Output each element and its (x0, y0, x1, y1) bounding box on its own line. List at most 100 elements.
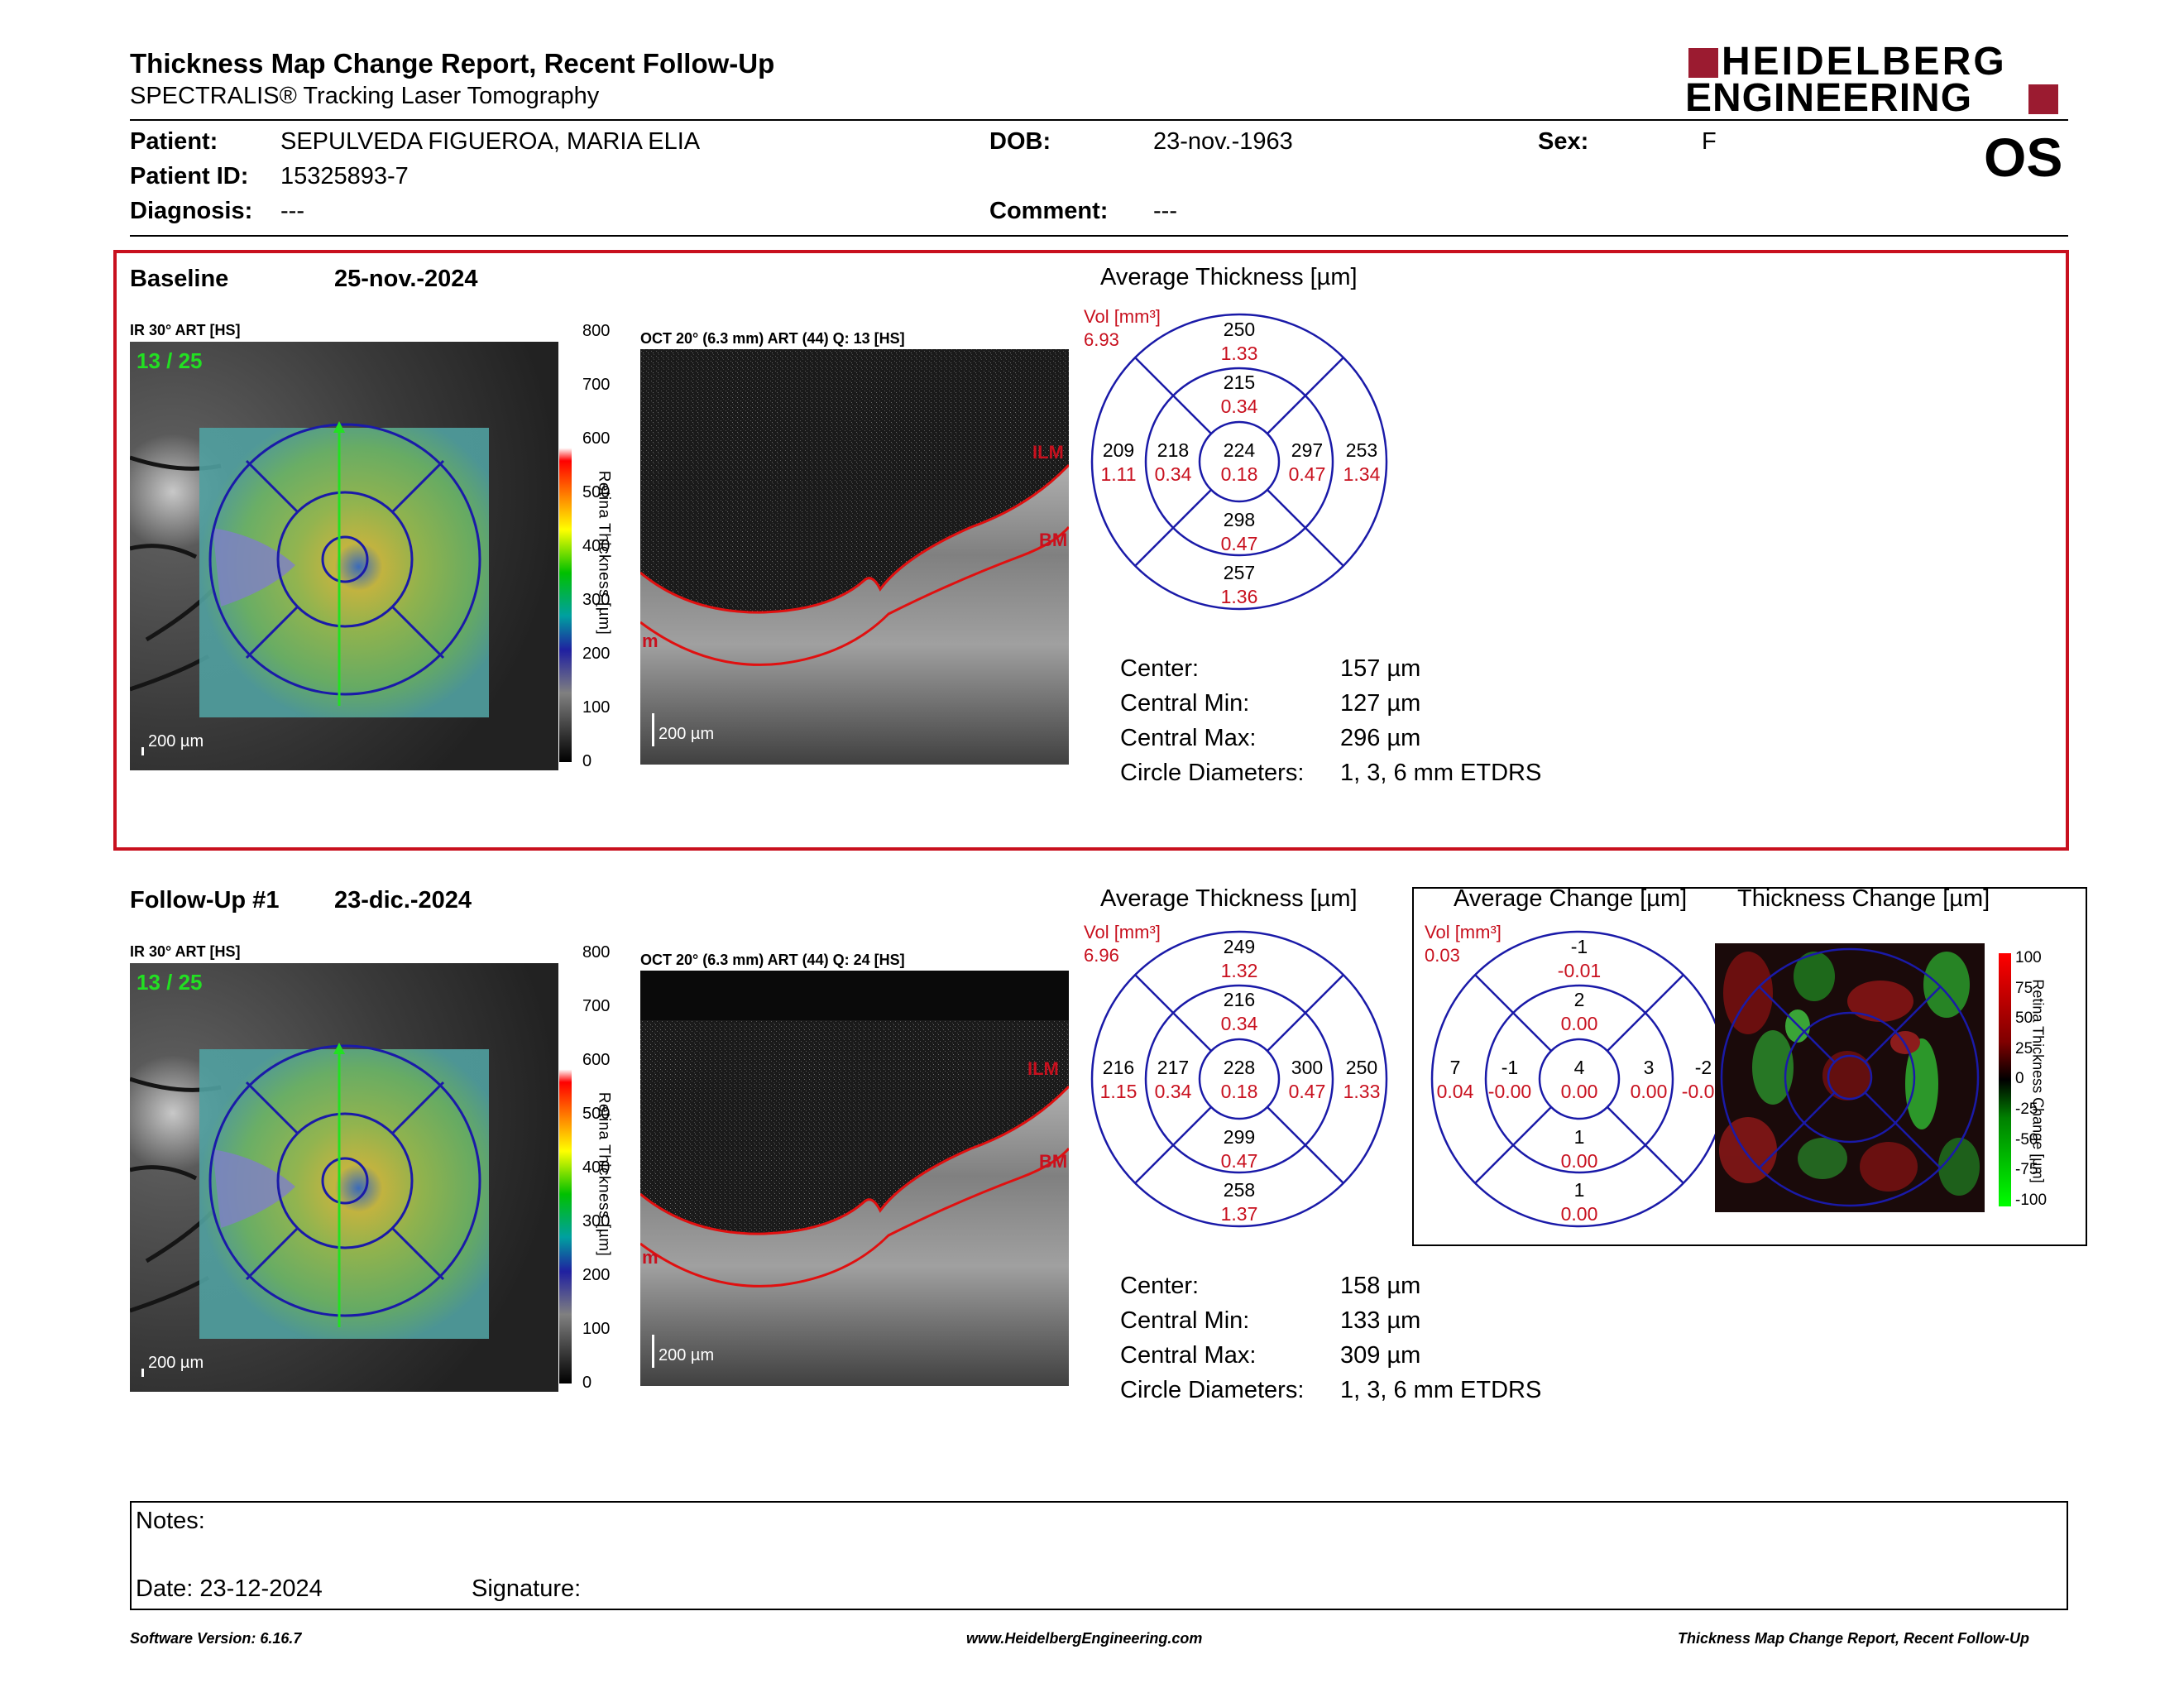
tc-tick: 75 (2015, 979, 2033, 997)
followup-etdrs-grid: 249 1.32 216 0.34 216 1.15 217 0.34 228 0.18 … (1090, 930, 1388, 1228)
sector-volume-change: 0.00 (1560, 1013, 1598, 1034)
sex-value: F (1702, 128, 1717, 155)
logo-line-2: ENGINEERING (1685, 76, 1973, 120)
followup-cb-tick: 100 (582, 1320, 611, 1338)
baseline-bm-label: BM (1039, 530, 1068, 550)
followup-oct-label: OCT 20° (6.3 mm) ART (44) Q: 24 [HS] (640, 952, 905, 968)
followup-inner-nasal: 300 0.47 (1289, 1056, 1326, 1104)
baseline-inner-superior: 215 0.34 (1221, 371, 1258, 419)
baseline-outer-superior: 250 1.33 (1221, 318, 1258, 366)
sector-change: 3 (1643, 1057, 1655, 1078)
sector-thickness: 224 (1223, 439, 1256, 461)
sector-volume: 1.32 (1220, 960, 1258, 981)
sector-change: -1 (1570, 936, 1588, 957)
sector-volume: 1.33 (1220, 343, 1258, 364)
baseline-cb-tick: 100 (582, 698, 611, 717)
header-divider (130, 119, 2068, 121)
tc-tick: 0 (2015, 1070, 2024, 1088)
sector-volume: 0.18 (1220, 463, 1258, 485)
change-title: Average Change [µm] (1454, 885, 1688, 912)
baseline-cb-tick: 200 (582, 645, 611, 663)
sector-change: 2 (1573, 989, 1585, 1010)
thickness-change-title: Thickness Change [µm] (1737, 885, 1990, 912)
baseline-ir-scale: 200 µm (148, 732, 204, 750)
change-etdrs-grid: -1 -0.01 2 0.00 7 0.04 -1 -0.00 4 0.00 3 0.00 … (1430, 930, 1728, 1228)
baseline-stats-labels: Center: Central Min: Central Max: Circle… (1120, 651, 1304, 790)
comment-value: --- (1153, 198, 1177, 224)
baseline-frame-counter: 13 / 25 (136, 348, 203, 373)
baseline-ilm-label: ILM (1032, 442, 1064, 463)
patient-id-label: Patient ID: (130, 163, 249, 189)
sector-thickness: 257 (1223, 562, 1256, 583)
baseline-inner-temporal: 218 0.34 (1155, 439, 1192, 487)
change-outer-temporal: 7 0.04 (1437, 1056, 1474, 1104)
followup-oct-scale: 200 µm (659, 1346, 715, 1364)
sector-volume-change: -0.00 (1487, 1081, 1532, 1102)
followup-cb-tick: 300 (582, 1212, 611, 1230)
followup-vol-total: 6.96 (1084, 945, 1119, 966)
followup-label: Follow-Up #1 (130, 887, 280, 914)
sector-volume: 0.34 (1154, 463, 1192, 485)
followup-ilm-label: ILM (1027, 1058, 1059, 1079)
sector-thickness: 228 (1223, 1057, 1256, 1078)
baseline-center: 224 0.18 (1221, 439, 1258, 487)
baseline-oct-label: OCT 20° (6.3 mm) ART (44) Q: 13 [HS] (640, 330, 905, 347)
followup-inner-inferior: 299 0.47 (1221, 1125, 1258, 1173)
stat-value: 157 µm (1340, 655, 1421, 682)
logo-square-top (1688, 48, 1718, 78)
baseline-colorbar-label: Retina Thickness [µm] (595, 470, 613, 635)
sector-change: -2 (1694, 1057, 1712, 1078)
sector-thickness: 298 (1223, 509, 1256, 530)
thickness-change-colorbar (1999, 953, 2011, 1206)
followup-ir-label: IR 30° ART [HS] (130, 943, 241, 960)
baseline-cb-tick: 500 (582, 483, 611, 501)
notes-box[interactable] (130, 1501, 2068, 1610)
sector-change: 7 (1449, 1057, 1461, 1078)
baseline-colorbar (559, 332, 572, 762)
sector-thickness: 217 (1157, 1057, 1190, 1078)
followup-outer-temporal: 216 1.15 (1100, 1056, 1138, 1104)
diagnosis-value: --- (280, 198, 304, 224)
baseline-label: Baseline (130, 266, 229, 292)
followup-center: 228 0.18 (1221, 1056, 1258, 1104)
patient-divider (130, 235, 2068, 237)
change-inner-temporal: -1 -0.00 (1488, 1056, 1531, 1104)
sector-volume: 0.34 (1220, 396, 1258, 417)
footer-website[interactable]: www.HeidelbergEngineering.com (966, 1630, 1203, 1647)
sector-volume: 0.34 (1220, 1013, 1258, 1034)
sector-thickness: 215 (1223, 372, 1256, 393)
sector-thickness: 216 (1223, 989, 1256, 1010)
sector-thickness: 249 (1223, 936, 1256, 957)
sector-volume: 1.15 (1099, 1081, 1138, 1102)
patient-id-value: 15325893-7 (280, 163, 409, 189)
followup-cb-tick: 0 (582, 1374, 592, 1392)
baseline-avg-title: Average Thickness [µm] (1100, 264, 1358, 290)
comment-label: Comment: (989, 198, 1109, 224)
stat-label: Central Max: (1120, 1342, 1257, 1369)
followup-colorbar (559, 953, 572, 1383)
sector-thickness: 253 (1345, 439, 1378, 461)
baseline-frame (113, 250, 2069, 851)
stat-value: 133 µm (1340, 1307, 1421, 1334)
baseline-oct-image: ILM BM m 200 µm (640, 349, 1069, 765)
sector-volume: 0.47 (1220, 533, 1258, 554)
baseline-oct-scale: 200 µm (659, 725, 715, 743)
baseline-inner-inferior: 298 0.47 (1221, 508, 1258, 556)
change-inner-superior: 2 0.00 (1561, 988, 1598, 1036)
followup-inner-temporal: 217 0.34 (1155, 1056, 1192, 1104)
followup-bm-label: BM (1039, 1151, 1068, 1172)
tc-tick: 25 (2015, 1039, 2033, 1057)
followup-cb-tick: 500 (582, 1105, 611, 1123)
followup-stats-labels: Center: Central Min: Central Max: Circle… (1120, 1268, 1304, 1407)
report-subtitle: SPECTRALIS® Tracking Laser Tomography (130, 83, 600, 109)
followup-colorbar-label: Retina Thickness [µm] (595, 1091, 613, 1257)
sector-change: 1 (1573, 1179, 1585, 1201)
followup-outer-inferior: 258 1.37 (1221, 1178, 1258, 1226)
baseline-cb-tick: 300 (582, 591, 611, 609)
signature-label: Signature: (472, 1575, 582, 1602)
sector-thickness: 297 (1291, 439, 1324, 461)
stat-value: 127 µm (1340, 690, 1421, 717)
thickness-change-map (1715, 943, 1985, 1212)
sector-volume-change: 0.00 (1560, 1081, 1598, 1102)
baseline-inner-nasal: 297 0.47 (1289, 439, 1326, 487)
